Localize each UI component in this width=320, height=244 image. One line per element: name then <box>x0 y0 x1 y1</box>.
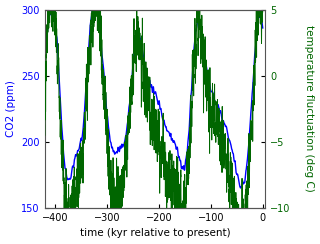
Y-axis label: temperature fluctuation (deg C): temperature fluctuation (deg C) <box>304 25 315 192</box>
Y-axis label: CO2 (ppm): CO2 (ppm) <box>5 80 16 137</box>
X-axis label: time (kyr relative to present): time (kyr relative to present) <box>80 228 230 238</box>
